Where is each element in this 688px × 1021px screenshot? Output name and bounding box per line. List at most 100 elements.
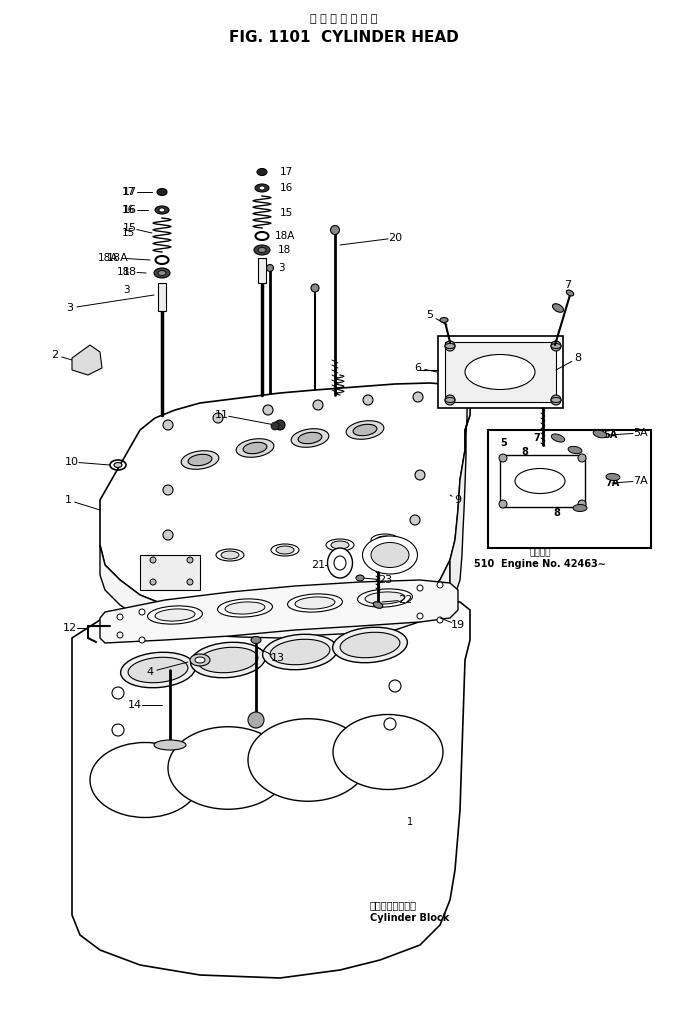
Circle shape: [150, 579, 156, 585]
Ellipse shape: [168, 727, 288, 810]
Text: 7A: 7A: [605, 478, 619, 488]
Text: 15: 15: [123, 223, 137, 233]
Bar: [258, 258, 266, 283]
Bar: [500, 455, 585, 507]
Text: 18A: 18A: [275, 231, 295, 241]
Polygon shape: [100, 580, 458, 643]
Circle shape: [187, 557, 193, 563]
Bar: [488, 430, 651, 548]
Text: 20: 20: [388, 233, 402, 243]
Circle shape: [499, 454, 507, 461]
Ellipse shape: [371, 542, 409, 568]
Text: 8: 8: [574, 353, 581, 363]
Ellipse shape: [593, 430, 607, 438]
Ellipse shape: [263, 634, 337, 670]
Ellipse shape: [266, 264, 274, 272]
Ellipse shape: [159, 208, 165, 212]
Ellipse shape: [221, 551, 239, 560]
Ellipse shape: [353, 425, 377, 436]
Ellipse shape: [566, 290, 574, 296]
Circle shape: [417, 613, 423, 619]
Ellipse shape: [217, 599, 272, 617]
Ellipse shape: [236, 439, 274, 457]
Ellipse shape: [291, 429, 329, 447]
Ellipse shape: [155, 206, 169, 214]
Circle shape: [410, 515, 420, 525]
Circle shape: [163, 485, 173, 495]
Bar: [140, 555, 200, 590]
Ellipse shape: [181, 450, 219, 470]
Circle shape: [139, 637, 145, 643]
Ellipse shape: [334, 556, 346, 570]
Ellipse shape: [363, 536, 418, 574]
Text: 510  Engine No. 42463∼: 510 Engine No. 42463∼: [474, 560, 606, 569]
Text: 15: 15: [122, 228, 135, 238]
Ellipse shape: [248, 719, 368, 801]
Ellipse shape: [445, 343, 455, 348]
Text: 3: 3: [278, 263, 285, 273]
Text: 7A: 7A: [633, 476, 647, 486]
Text: 19: 19: [451, 620, 465, 630]
Text: 6: 6: [414, 363, 422, 373]
Ellipse shape: [330, 226, 339, 235]
Bar: [158, 283, 166, 311]
Ellipse shape: [326, 539, 354, 551]
Ellipse shape: [373, 601, 383, 609]
Circle shape: [248, 712, 264, 728]
Ellipse shape: [440, 318, 448, 323]
Circle shape: [311, 284, 319, 292]
Ellipse shape: [276, 546, 294, 554]
Circle shape: [413, 392, 423, 402]
Circle shape: [363, 395, 373, 405]
Ellipse shape: [255, 184, 269, 192]
Ellipse shape: [445, 397, 455, 402]
Circle shape: [263, 405, 273, 415]
Ellipse shape: [259, 186, 265, 190]
Ellipse shape: [551, 397, 561, 402]
Ellipse shape: [551, 343, 561, 348]
Ellipse shape: [365, 592, 405, 604]
Text: 8: 8: [522, 447, 528, 457]
Text: 23: 23: [378, 575, 392, 585]
Ellipse shape: [568, 446, 582, 453]
Circle shape: [163, 420, 173, 430]
Circle shape: [213, 414, 223, 423]
Circle shape: [551, 395, 561, 405]
Circle shape: [117, 614, 123, 620]
Text: 適用号等: 適用号等: [529, 548, 551, 557]
Ellipse shape: [195, 657, 205, 663]
Bar: [438, 336, 563, 408]
Ellipse shape: [257, 168, 267, 176]
Ellipse shape: [225, 602, 265, 614]
Text: 22: 22: [398, 595, 412, 605]
Ellipse shape: [155, 609, 195, 621]
Ellipse shape: [157, 189, 167, 195]
Text: 1: 1: [65, 495, 72, 505]
Ellipse shape: [332, 627, 407, 663]
Ellipse shape: [120, 652, 195, 688]
Ellipse shape: [90, 742, 200, 818]
Text: 5A: 5A: [633, 428, 647, 438]
Polygon shape: [72, 345, 102, 375]
Text: 17: 17: [122, 187, 135, 197]
Circle shape: [112, 724, 124, 736]
Text: シ リ ン ダ ヘ ッ ド: シ リ ン ダ ヘ ッ ド: [310, 14, 378, 25]
Polygon shape: [100, 545, 450, 638]
Text: 13: 13: [271, 653, 285, 663]
Text: 18: 18: [278, 245, 291, 255]
Ellipse shape: [327, 548, 352, 578]
Text: 8: 8: [554, 508, 561, 518]
Bar: [445, 342, 556, 402]
Circle shape: [187, 579, 193, 585]
Ellipse shape: [298, 432, 322, 444]
Ellipse shape: [515, 469, 565, 493]
Ellipse shape: [551, 434, 565, 442]
Circle shape: [578, 454, 586, 461]
Circle shape: [163, 530, 173, 540]
Circle shape: [551, 341, 561, 351]
Ellipse shape: [243, 442, 267, 453]
Circle shape: [275, 420, 285, 430]
Ellipse shape: [198, 647, 258, 673]
Text: 11: 11: [215, 410, 229, 420]
Text: Cylinder Block: Cylinder Block: [370, 913, 449, 923]
